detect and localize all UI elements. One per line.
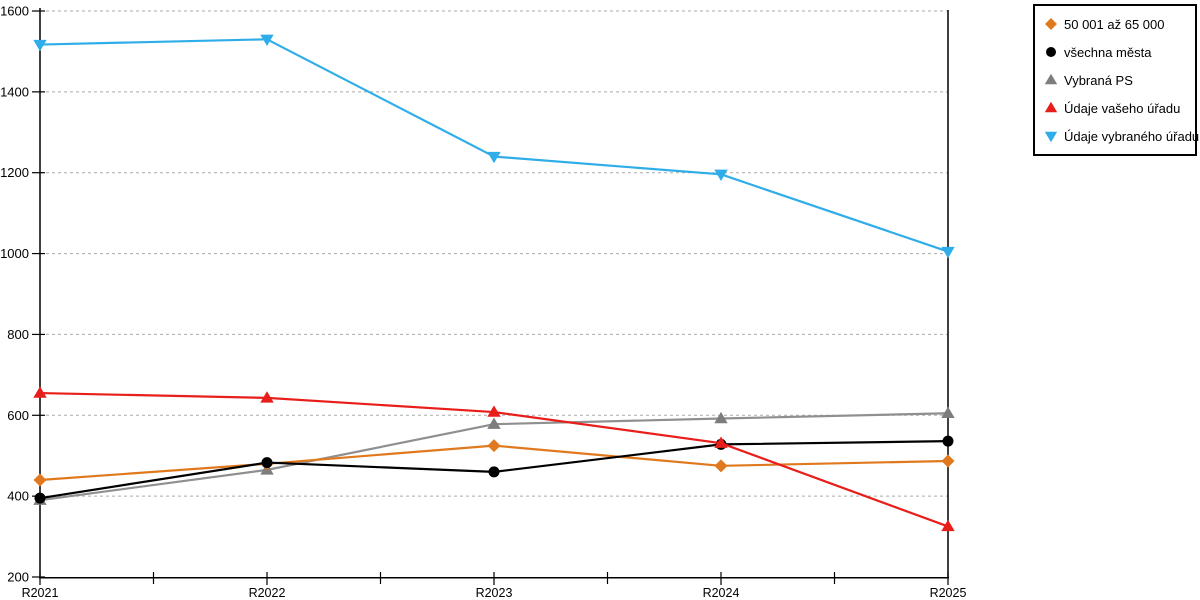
legend-label: všechna města [1064,44,1152,60]
data-point-marker [714,169,728,182]
series-3 [33,386,955,532]
data-point-marker [487,417,501,429]
y-tick-label: 600 [7,408,29,423]
data-point-marker [1044,73,1058,85]
data-point-marker [714,411,728,424]
data-point-marker [487,151,501,164]
x-tick-label: R2025 [930,586,967,600]
series-4 [33,34,955,259]
data-point-marker [33,39,47,52]
data-point-marker [1044,131,1058,143]
data-point-marker [487,439,501,453]
x-tick-label: R2022 [249,586,286,600]
data-point-marker [261,457,273,469]
series-line [38,38,950,253]
data-point-marker [33,386,47,398]
data-point-marker [33,473,47,487]
data-point-marker [1044,101,1058,113]
data-point-marker [1046,47,1056,57]
y-tick-label: 1600 [0,4,29,19]
y-tick-label: 200 [7,570,29,585]
legend-item-2: Vybraná PS [1044,72,1189,88]
y-tick-label: 800 [7,327,29,342]
y-tick-label: 1000 [0,246,29,261]
legend-item-0: 50 001 až 65 000 [1044,16,1189,32]
triangle-down-marker-icon [1044,131,1058,143]
legend-item-3: Údaje vašeho úřadu [1044,100,1189,116]
triangle-up-marker-icon [1044,73,1058,85]
data-point-marker [1045,18,1057,30]
data-point-marker [487,405,501,417]
data-point-marker [260,34,274,46]
legend-label: Vybraná PS [1064,72,1133,88]
x-tick-label: R2024 [703,586,740,600]
data-point-marker [941,519,955,532]
data-point-marker [941,454,955,468]
y-tick-label: 400 [7,489,29,504]
data-point-marker [714,436,728,448]
legend-label: Údaje vybraného úřadu [1064,128,1200,144]
legend-item-4: Údaje vybraného úřadu [1044,128,1199,144]
y-tick-label: 1400 [0,84,29,99]
circle-marker-icon [1046,47,1056,57]
x-tick-label: R2021 [22,586,59,600]
legend-label: Údaje vašeho úřadu [1064,100,1181,116]
data-point-marker [34,492,46,504]
data-point-marker [714,459,728,473]
series-2 [33,406,955,505]
data-point-marker [941,246,955,259]
data-point-marker [941,406,955,418]
data-point-marker [942,435,954,447]
chart-legend: 50 001 až 65 000 všechna města Vybraná P… [1033,4,1199,156]
legend-item-1: všechna města [1044,44,1189,60]
triangle-up-marker-icon [1044,101,1058,113]
diamond-marker-icon [1045,18,1057,30]
y-tick-label: 1200 [0,165,29,180]
data-point-marker [260,391,274,403]
x-tick-label: R2023 [476,586,513,600]
legend-label: 50 001 až 65 000 [1064,16,1165,32]
series-0 [33,439,955,487]
data-point-marker [488,466,500,478]
